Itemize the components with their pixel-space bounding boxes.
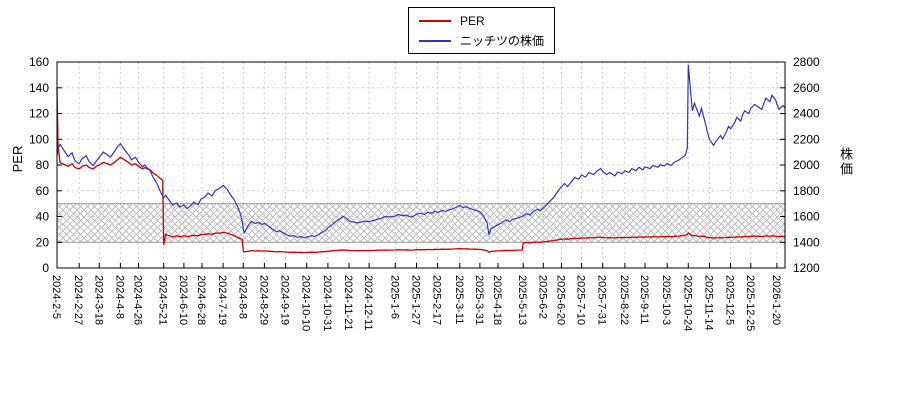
x-tick-label: 2024-10-31 <box>321 275 333 331</box>
left-tick-label: 80 <box>36 158 50 172</box>
x-tick-label: 2025-12-25 <box>744 275 756 331</box>
left-axis-title: PER <box>10 145 25 173</box>
x-tick-label: 2024-6-10 <box>177 275 189 325</box>
x-tick-label: 2024-3-18 <box>92 275 104 325</box>
x-tick-label: 2025-7-10 <box>575 275 587 325</box>
per-line-swatch <box>419 19 451 22</box>
left-tick-label: 120 <box>29 107 49 121</box>
legend: PER ニッチツの株価 <box>408 7 556 54</box>
price-line <box>56 64 786 239</box>
legend-label-per: PER <box>460 13 485 28</box>
x-tick-label: 2026-1-20 <box>770 275 782 325</box>
left-tick-label: 60 <box>36 184 50 198</box>
x-tick-label: 2025-7-31 <box>596 275 608 325</box>
legend-label-price: ニッチツの株価 <box>460 34 545 48</box>
right-tick-label: 2200 <box>793 132 820 146</box>
x-tick-label: 2025-3-31 <box>473 275 485 325</box>
x-tick-label: 2024-4-26 <box>132 275 144 325</box>
x-tick-label: 2025-4-18 <box>491 275 503 325</box>
x-tick-label: 2024-11-21 <box>342 275 354 330</box>
x-tick-label: 2025-3-11 <box>453 275 465 324</box>
x-tick-label: 2024-6-28 <box>195 275 207 325</box>
x-tick-label: 2024-8-29 <box>257 275 269 325</box>
right-tick-label: 1800 <box>793 184 820 198</box>
left-tick-label: 20 <box>36 235 50 249</box>
x-tick-label: 2025-2-17 <box>431 275 443 325</box>
x-tick-label: 2024-4-8 <box>113 275 125 319</box>
price-line-swatch <box>419 39 451 42</box>
x-tick-label: 2025-9-11 <box>638 275 650 324</box>
legend-item-per: PER <box>419 13 544 28</box>
legend-item-price: ニッチツの株価 <box>419 33 544 48</box>
x-tick-label: 2025-11-14 <box>703 275 715 330</box>
x-tick-label: 2024-2-27 <box>72 275 84 325</box>
x-tick-label: 2024-7-19 <box>216 275 228 325</box>
x-tick-label: 2025-10-3 <box>660 275 672 325</box>
right-tick-label: 2400 <box>793 107 820 121</box>
x-tick-label: 2024-8-8 <box>236 275 248 319</box>
x-tick-label: 2025-1-27 <box>410 275 422 325</box>
right-tick-label: 1600 <box>793 210 820 224</box>
tick-marks <box>56 61 785 269</box>
left-tick-label: 100 <box>29 132 49 146</box>
x-tick-label: 2025-5-13 <box>516 275 528 325</box>
right-tick-label: 1200 <box>793 261 820 275</box>
per-line <box>56 87 786 254</box>
x-tick-label: 2025-1-6 <box>388 275 400 319</box>
x-tick-label: 2024-10-10 <box>300 275 312 331</box>
x-tick-label: 2024-5-21 <box>157 275 169 325</box>
x-tick-label: 2025-6-2 <box>536 275 548 319</box>
x-tick-label: 2024-2-5 <box>50 275 62 319</box>
left-tick-label: 0 <box>42 261 49 275</box>
x-tick-label: 2025-12-5 <box>724 275 736 325</box>
x-tick-label: 2025-8-22 <box>618 275 630 325</box>
right-tick-label: 2000 <box>793 158 820 172</box>
left-tick-label: 40 <box>36 210 50 224</box>
left-tick-label: 140 <box>29 81 49 95</box>
right-tick-label: 1400 <box>793 235 820 249</box>
x-tick-label: 2025-10-24 <box>681 275 693 331</box>
right-tick-label: 2800 <box>793 55 820 69</box>
x-tick-label: 2024-12-11 <box>362 275 374 330</box>
left-tick-label: 160 <box>29 55 49 69</box>
right-tick-label: 2600 <box>793 81 820 95</box>
right-axis-title: 株価 <box>838 147 853 177</box>
x-tick-label: 2025-6-20 <box>555 275 567 325</box>
tick-labels: 0 20 40 60 80 100 120 140 160 1200 1400 1600 1800 200… <box>29 55 820 331</box>
x-tick-label: 2024-9-19 <box>279 275 291 325</box>
